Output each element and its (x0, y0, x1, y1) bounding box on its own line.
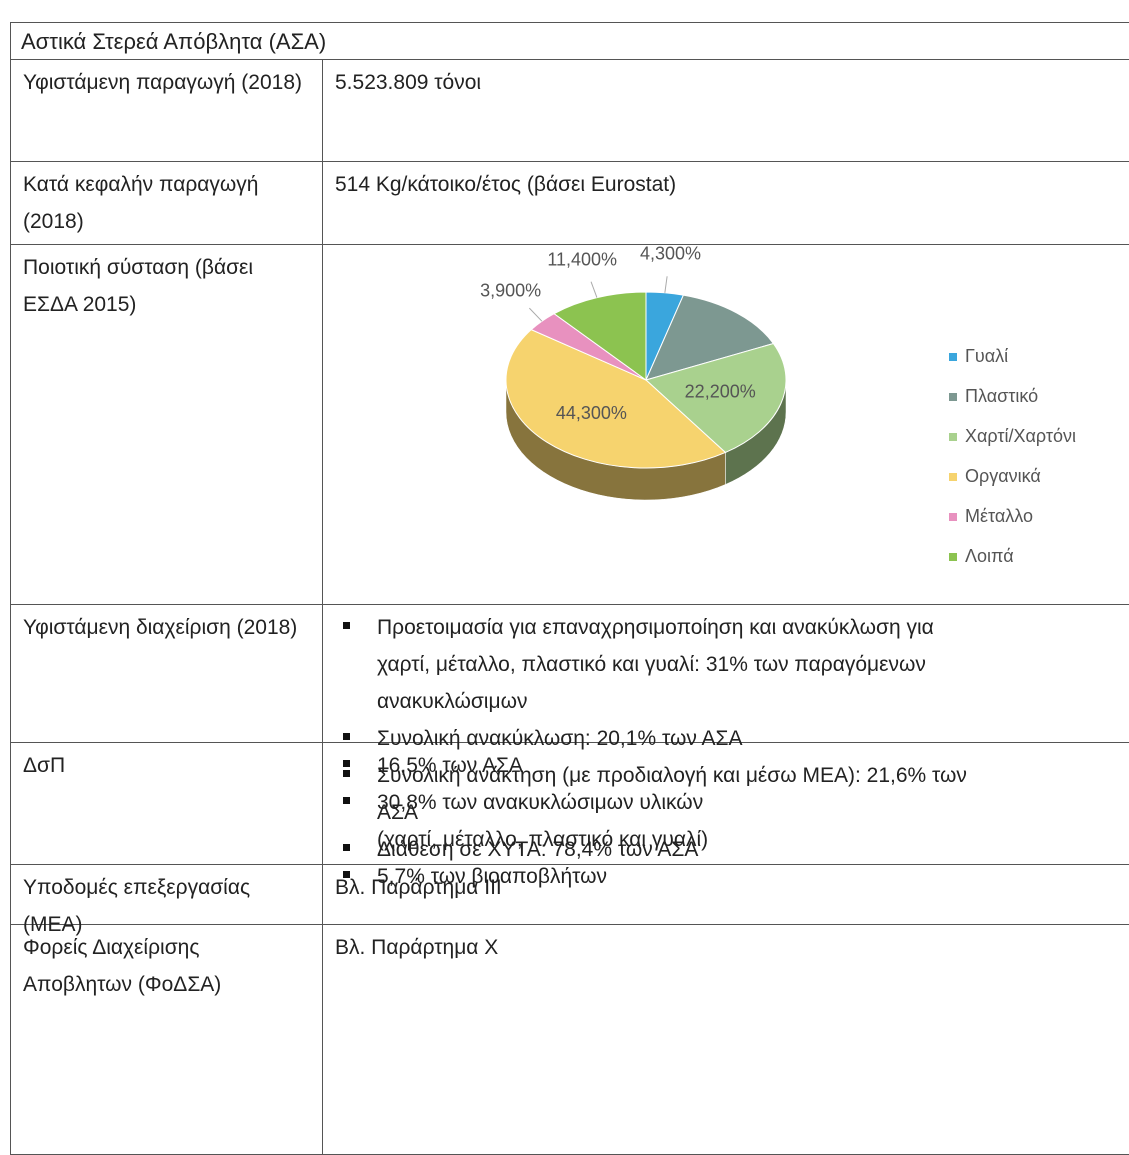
row-content: 514 Kg/κάτοικο/έτος (βάσει Eurostat) (323, 162, 1129, 244)
row-label: Υφιστάμενη διαχείριση (2018) (11, 605, 323, 742)
legend-swatch (949, 473, 957, 481)
table-row: Υφιστάμενη παραγωγή (2018) 5.523.809 τόνο… (10, 60, 1129, 162)
pie-slice (553, 291, 647, 381)
row-label: Υφιστάμενη παραγωγή (2018) (11, 60, 323, 161)
data-label: 3,900% (480, 280, 541, 300)
legend-label: Μέταλλο (965, 506, 1033, 526)
bullet-line: (χαρτί, μέταλλο, πλαστικό και γυαλί) (377, 828, 709, 851)
legend-swatch (949, 393, 957, 401)
bullet-line: ΑΣΑ (377, 801, 418, 824)
bullet-line: χαρτί, μέταλλο, πλαστικό και γυαλί: 31% … (377, 653, 926, 676)
bullet-line: Συνολική ανάκτηση (με προδιαλογή και μέσ… (377, 764, 967, 787)
pie-slice (505, 329, 727, 469)
table: Αστικά Στερεά Απόβλητα (ΑΣΑ) Υφιστάμενη … (10, 22, 1129, 1155)
row-content: Βλ. Παράρτημα ΙΙΙ (323, 865, 1129, 924)
legend-label: Πλαστικό (965, 386, 1038, 406)
legend-swatch (949, 513, 957, 521)
row-label: Κατά κεφαλήν παραγωγή (2018) (11, 162, 323, 244)
bullet-line: Προετοιμασία για επαναχρησιμοποίηση και … (377, 616, 934, 639)
legend-swatch (949, 433, 957, 441)
bullet-line: 16,5% των ΑΣΑ (377, 754, 523, 777)
bullet-item: Συνολική ανακύκλωση: 20,1% των ΑΣΑ (343, 720, 1129, 757)
bullet-item: Προετοιμασία για επαναχρησιμοποίηση και … (343, 609, 1129, 720)
row-text: Βλ. Παράρτημα ΙΙΙ (335, 876, 502, 899)
bullet-item: Συνολική ανάκτηση (με προδιαλογή και μέσ… (343, 757, 1129, 831)
legend-swatch (949, 553, 957, 561)
data-label: 44,300% (556, 403, 627, 423)
row-content: Προετοιμασία για επαναχρησιμοποίηση και … (323, 605, 1129, 861)
legend-label: Λοιπά (965, 546, 1014, 566)
pie-slice (645, 294, 775, 381)
data-label: 11,400% (547, 250, 617, 270)
row-content: 16,5% των ΑΣΑ 30,8% των ανακυκλώσιμων υλι… (323, 743, 1129, 888)
row-label: Υποδομές επεξεργασίας (ΜΕΑ) (11, 865, 323, 936)
data-label: 4,300% (640, 245, 701, 263)
row-text: 514 Kg/κάτοικο/έτος (βάσει Eurostat) (335, 173, 677, 196)
table-header: Αστικά Στερεά Απόβλητα (ΑΣΑ) (10, 22, 1129, 60)
row-label: ΔσΠ (11, 743, 323, 864)
pie-chart: 4,300% 22,200% 44,300% 3,900% 11,400% Γυαλί Πλ… (480, 245, 1076, 566)
data-label: 22,200% (685, 382, 756, 402)
table-row: Φορείς Διαχείρισης Αποβλητων (ΦοΔΣΑ) Βλ. … (10, 925, 1129, 1155)
bullet-line: Συνολική ανακύκλωση: 20,1% των ΑΣΑ (377, 727, 743, 750)
legend-label: Χαρτί/Χαρτόνι (965, 426, 1076, 446)
row-label: Ποιοτική σύσταση (βάσει ΕΣΔΑ 2015) (11, 245, 323, 604)
table-row: Υφιστάμενη διαχείριση (2018) Προετοιμασία… (10, 605, 1129, 861)
row-label: Φορείς Διαχείρισης Αποβλητων (ΦοΔΣΑ) (11, 925, 323, 1154)
bullet-item: 5,7% των βιοαποβλήτων (343, 858, 1129, 895)
legend-swatch (949, 353, 957, 361)
row-content: Βλ. Παράρτημα Χ (323, 925, 1129, 1154)
row-text: Βλ. Παράρτημα Χ (335, 936, 499, 959)
bullet-line: 30,8% των ανακυκλώσιμων υλικών (377, 791, 704, 814)
table-row: Ποιοτική σύσταση (βάσει ΕΣΔΑ 2015) 4,300%… (10, 245, 1129, 605)
row-content: 5.523.809 τόνοι (323, 60, 1129, 161)
bullet-line: 5,7% των βιοαποβλήτων (377, 865, 608, 888)
pie-slice (645, 342, 787, 454)
leader-line (590, 281, 598, 298)
table-row: ΔσΠ 16,5% των ΑΣΑ 30,8% των ανακυκλώσιμων … (10, 743, 1129, 888)
bullet-line: ανακυκλώσιμων (377, 690, 528, 713)
bullet-list: 16,5% των ΑΣΑ 30,8% των ανακυκλώσιμων υλι… (335, 747, 1129, 895)
bullet-line: Διάθεση σε ΧΥΤΑ: 78,4% των ΑΣΑ (377, 838, 699, 861)
bullet-item: 30,8% των ανακυκλώσιμων υλικών (χαρτί, μέ… (343, 784, 1129, 858)
leader-line (529, 307, 543, 322)
table-row: Κατά κεφαλήν παραγωγή (2018) 514 Kg/κάτοι… (10, 162, 1129, 245)
legend-label: Οργανικά (965, 466, 1041, 486)
bullet-item: 16,5% των ΑΣΑ (343, 747, 1129, 784)
legend-label: Γυαλί (965, 346, 1008, 366)
bullet-item: Διάθεση σε ΧΥΤΑ: 78,4% των ΑΣΑ (343, 831, 1129, 868)
row-text: 5.523.809 τόνοι (335, 71, 482, 94)
row-content: 4,300% 22,200% 44,300% 3,900% 11,400% Γυαλί Πλ… (323, 245, 1129, 604)
leader-line (664, 276, 668, 293)
bullet-list: Προετοιμασία για επαναχρησιμοποίηση και … (335, 609, 1129, 868)
table-row: Υποδομές επεξεργασίας (ΜΕΑ) Βλ. Παράρτημα… (10, 865, 1129, 936)
